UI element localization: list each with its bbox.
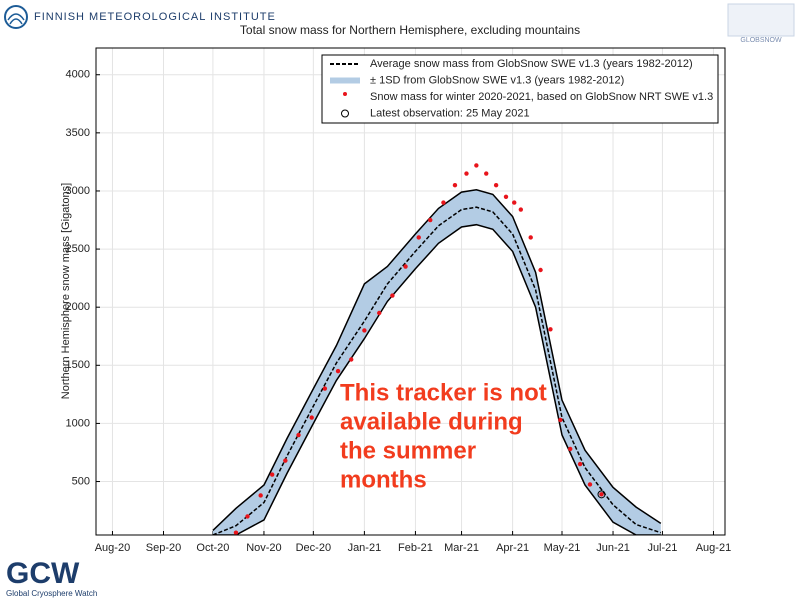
y-tick-label: 1000 (66, 417, 90, 429)
observed-point (283, 458, 288, 463)
annotation: the summer (340, 437, 476, 464)
observed-point (577, 461, 583, 467)
annotation: months (340, 466, 427, 493)
observed-point (464, 171, 469, 176)
observed-point (548, 327, 553, 332)
institute: FINNISH METEOROLOGICAL INSTITUTE (34, 11, 276, 23)
observed-point (568, 446, 573, 452)
x-tick-label: Jun-21 (596, 542, 630, 554)
globsnow: GLOBSNOW (740, 37, 782, 44)
observed-point (428, 217, 433, 223)
y-tick-label: 1500 (66, 359, 90, 371)
observed-point (599, 492, 604, 497)
observed-point (528, 235, 533, 240)
legend-swatch (343, 92, 347, 96)
latest-point (597, 490, 606, 499)
observed-point (503, 194, 509, 199)
chart-title: Total snow mass for Northern Hemisphere,… (240, 23, 580, 37)
observed-point (587, 482, 593, 487)
annotation: This tracker is not (340, 379, 547, 406)
observed-point (538, 267, 543, 273)
observed-point (245, 514, 250, 519)
legend-swatch (341, 109, 349, 118)
x-tick-label: May-21 (544, 542, 581, 554)
observed-point (493, 182, 499, 188)
observed-point (233, 530, 239, 535)
x-tick-label: Oct-20 (196, 542, 229, 554)
x-tick-label: Aug-20 (95, 542, 130, 554)
observed-point (558, 417, 563, 423)
observed-point (403, 264, 408, 269)
legend-box (321, 54, 719, 124)
y-tick-label: 3500 (66, 127, 90, 139)
legend-label: Latest observation: 25 May 2021 (370, 107, 530, 119)
legend-label: ± 1SD from GlobSnow SWE v1.3 (years 1982… (370, 74, 624, 86)
observed-point (322, 386, 328, 391)
observed-point (474, 163, 479, 168)
legend-label: Snow mass for winter 2020-2021, based on… (370, 91, 713, 103)
mean-line (212, 206, 662, 535)
observed-point (518, 207, 524, 212)
band-lower-edge (212, 223, 661, 535)
plot-frame (95, 47, 726, 536)
observed-point (416, 235, 421, 240)
plot-content (212, 163, 662, 535)
x-tick-label: Nov-20 (246, 542, 281, 554)
fmi-logo: FINNISH METEOROLOGICAL INSTITUTE (4, 5, 276, 29)
observed-point (452, 182, 458, 188)
observed-point (258, 493, 263, 498)
x-tick-label: Mar-21 (444, 542, 479, 554)
x-tick-label: Jul-21 (647, 542, 677, 554)
observed-point (349, 357, 354, 362)
sd-band (212, 189, 661, 535)
x-tick-label: Feb-21 (398, 542, 433, 554)
y-tick-label: 2500 (66, 243, 90, 255)
y-tick-label: 3000 (66, 185, 90, 197)
observed-point (269, 472, 275, 477)
gcw-sub: Global Cryosphere Watch (6, 589, 97, 598)
observed-point (441, 200, 446, 205)
x-tick-label: Sep-20 (146, 542, 181, 554)
x-tick-label: Aug-21 (696, 542, 731, 554)
legend-label: Average snow mass from GlobSnow SWE v1.3… (370, 58, 693, 70)
observed-point (362, 328, 367, 333)
x-tick-label: Apr-21 (496, 542, 529, 554)
y-tick-label: 2000 (66, 301, 90, 313)
observed-point (377, 310, 382, 316)
y-tick-label: 4000 (66, 69, 90, 81)
band-upper-edge (212, 189, 662, 531)
plot-area (96, 48, 725, 535)
y-axis-label: Northern Hemisphere snow mass [Gigatons] (60, 183, 72, 399)
x-tick-label: Jan-21 (348, 542, 382, 554)
annotation: available during (340, 408, 523, 435)
observed-point (484, 171, 489, 176)
y-tick-label: 500 (72, 475, 90, 487)
observed-point (309, 415, 314, 420)
observed-point (512, 200, 517, 205)
gcw-logo: GCW Global Cryosphere Watch (6, 557, 97, 598)
observed-point (390, 293, 395, 298)
globsnow-logo: GLOBSNOW (727, 3, 795, 44)
x-tick-label: Dec-20 (296, 542, 331, 554)
gcw: GCW (6, 557, 80, 590)
observed-point (296, 432, 301, 438)
observed-point (335, 368, 341, 374)
